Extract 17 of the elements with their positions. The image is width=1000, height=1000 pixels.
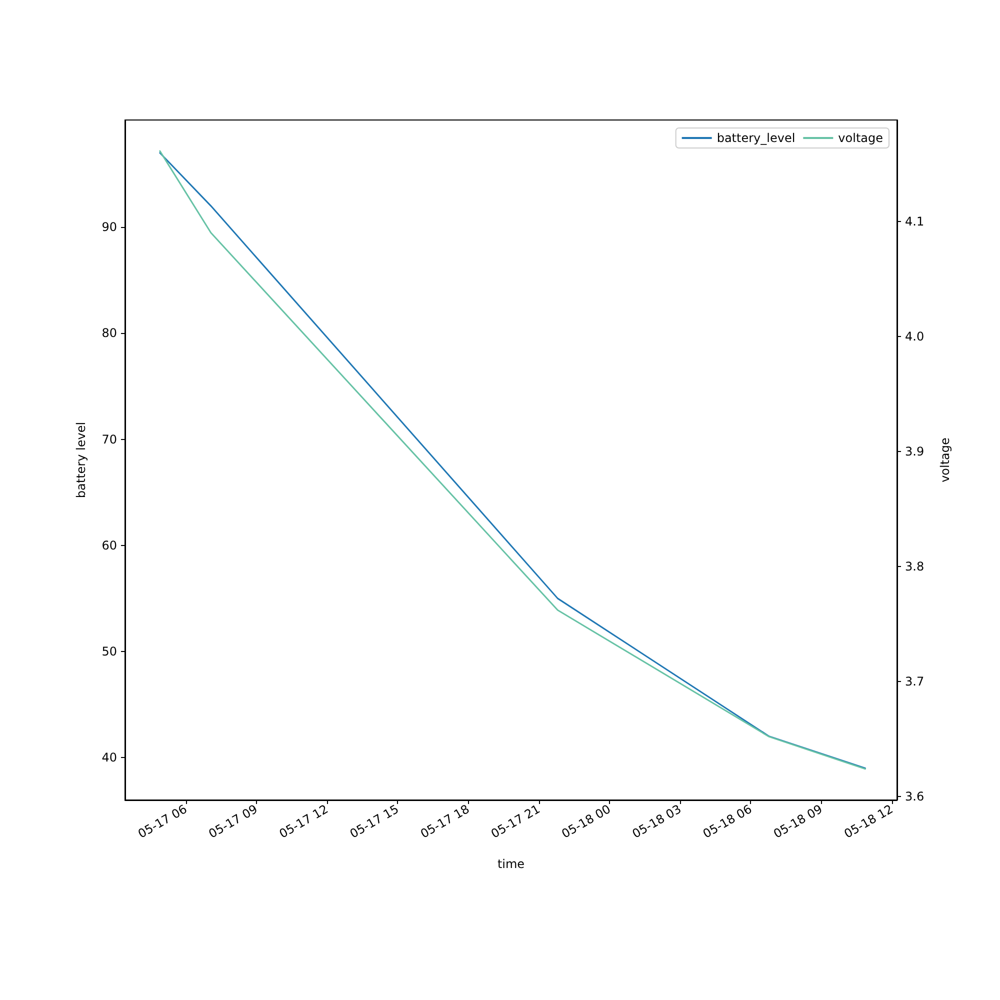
y-axis-title: battery level xyxy=(74,422,88,498)
legend-label: voltage xyxy=(838,131,884,145)
legend-label: battery_level xyxy=(716,131,796,145)
y2-tick-label: 3.8 xyxy=(905,559,924,574)
y-tick-label: 60 xyxy=(102,538,117,552)
y2-tick-label: 3.7 xyxy=(905,674,924,688)
y2-tick-label: 4.0 xyxy=(905,329,924,344)
y2-tick-label: 4.1 xyxy=(905,214,924,228)
y-tick-label: 40 xyxy=(102,750,117,765)
y-tick-label: 80 xyxy=(102,326,117,340)
y-tick-label: 50 xyxy=(102,644,117,658)
y-tick-label: 70 xyxy=(102,432,117,446)
y2-tick-label: 3.6 xyxy=(905,790,924,804)
x-axis-title: time xyxy=(497,857,525,871)
y2-tick-label: 3.9 xyxy=(905,444,924,458)
y2-axis-title: voltage xyxy=(938,438,952,482)
y-tick-label: 90 xyxy=(102,220,117,234)
